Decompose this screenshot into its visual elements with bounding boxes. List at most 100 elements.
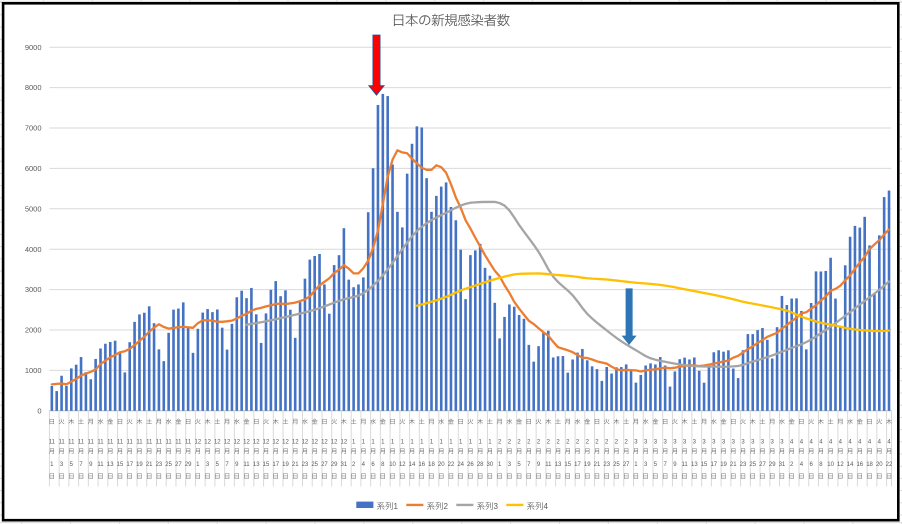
x-tick-label: 12 23 — [302, 418, 309, 479]
bar — [332, 265, 336, 411]
x-tick-label: 12 29 — [331, 418, 338, 479]
svg-text:7: 7 — [663, 462, 667, 468]
svg-text:2: 2 — [547, 440, 551, 446]
y-axis-labels: 0 1000 2000 3000 4000 5000 6000 7000 8000 9000 — [25, 43, 42, 416]
svg-text:3: 3 — [60, 462, 64, 468]
svg-text:12: 12 — [331, 440, 338, 446]
svg-text:2: 2 — [615, 440, 619, 446]
svg-text:8: 8 — [381, 462, 385, 468]
svg-text:12: 12 — [292, 440, 299, 446]
bar — [464, 299, 467, 411]
bar — [746, 334, 750, 411]
svg-text:12: 12 — [282, 440, 289, 446]
x-tick-label: 11 11 — [97, 418, 104, 479]
svg-text:12: 12 — [837, 462, 844, 468]
svg-text:9: 9 — [537, 462, 541, 468]
bar — [809, 303, 813, 411]
bar — [259, 342, 263, 411]
y-tick-label: 7000 — [25, 124, 42, 133]
legend-item-系列3[interactable]: 3 — [456, 502, 499, 511]
svg-text:23: 23 — [302, 462, 309, 468]
svg-text:1: 1 — [394, 502, 399, 511]
legend-item-系列1[interactable]: 1 — [356, 501, 399, 512]
x-tick-label: 1 18 — [428, 418, 435, 479]
chart-title — [393, 13, 510, 27]
svg-text:12: 12 — [243, 440, 250, 446]
bar — [357, 284, 360, 411]
svg-text:4: 4 — [868, 440, 872, 446]
svg-text:3: 3 — [761, 440, 765, 446]
svg-text:19: 19 — [720, 462, 727, 468]
svg-text:2: 2 — [352, 462, 356, 468]
bar — [167, 332, 170, 411]
svg-text:7: 7 — [79, 462, 83, 468]
line-series-系列2 — [50, 149, 891, 386]
x-tick-label: 1 22 — [448, 418, 455, 479]
x-tick-label: 2 25 — [613, 418, 620, 479]
x-tick-label: 3 17 — [710, 418, 718, 479]
svg-text:7: 7 — [225, 462, 229, 468]
legend-label: 2 — [427, 502, 449, 511]
x-axis-labels: 1111131151171191111111311151117111911211… — [49, 418, 893, 479]
bar — [654, 364, 657, 411]
bar — [858, 227, 862, 411]
bar — [162, 361, 166, 411]
bar — [683, 357, 686, 411]
bar — [405, 173, 409, 411]
x-tick-label: 12 27 — [321, 418, 328, 479]
svg-text:31: 31 — [341, 462, 348, 468]
svg-text:2: 2 — [508, 440, 512, 446]
x-tick-label: 33 — [642, 418, 649, 479]
svg-text:1: 1 — [196, 462, 200, 468]
bar — [474, 250, 477, 411]
svg-text:5: 5 — [517, 462, 521, 468]
y-tick-label: 6000 — [25, 164, 42, 173]
bar — [410, 143, 414, 411]
svg-text:11: 11 — [97, 462, 104, 468]
bar — [396, 211, 399, 411]
svg-text:4: 4 — [809, 440, 813, 446]
bar — [770, 358, 774, 411]
x-tick-label: 12 21 — [292, 418, 299, 479]
svg-text:11: 11 — [58, 440, 65, 446]
red-arrow[interactable] — [367, 34, 386, 96]
svg-text:2: 2 — [576, 440, 580, 446]
svg-text:11: 11 — [146, 440, 153, 446]
bar — [877, 235, 881, 411]
bar — [128, 342, 132, 411]
bar — [503, 316, 506, 411]
svg-text:6: 6 — [371, 462, 375, 468]
svg-text:1: 1 — [449, 440, 453, 446]
x-tick-label: 25 — [516, 418, 523, 479]
blue-arrow[interactable] — [621, 288, 637, 345]
svg-text:4: 4 — [829, 440, 833, 446]
x-tick-label: 2 15 — [564, 418, 572, 479]
svg-text:12: 12 — [399, 462, 406, 468]
svg-text:17: 17 — [272, 462, 279, 468]
svg-text:4: 4 — [858, 440, 862, 446]
svg-text:2: 2 — [586, 440, 590, 446]
svg-text:11: 11 — [117, 440, 124, 446]
legend-item-系列4[interactable]: 4 — [506, 502, 549, 511]
svg-text:3: 3 — [494, 502, 499, 511]
bar — [751, 334, 755, 411]
svg-text:1: 1 — [469, 440, 473, 446]
svg-text:3: 3 — [751, 440, 755, 446]
legend-item-系列2[interactable]: 2 — [406, 502, 449, 511]
y-tick-label: 1000 — [25, 366, 42, 375]
svg-text:3: 3 — [683, 440, 687, 446]
svg-text:11: 11 — [185, 440, 192, 446]
svg-text:12: 12 — [321, 440, 328, 446]
x-tick-label: 37 — [662, 418, 667, 479]
x-axis — [48, 410, 892, 487]
svg-text:12: 12 — [233, 440, 240, 446]
svg-text:4: 4 — [819, 440, 823, 446]
bar — [800, 310, 803, 411]
x-tick-label: 3 11 — [681, 418, 688, 479]
x-tick-label: 4 16 — [856, 418, 864, 479]
svg-text:3: 3 — [634, 440, 638, 446]
x-tick-label: 3 25 — [749, 418, 757, 479]
x-tick-label: 1 12 — [399, 418, 406, 479]
svg-text:1: 1 — [488, 440, 492, 446]
